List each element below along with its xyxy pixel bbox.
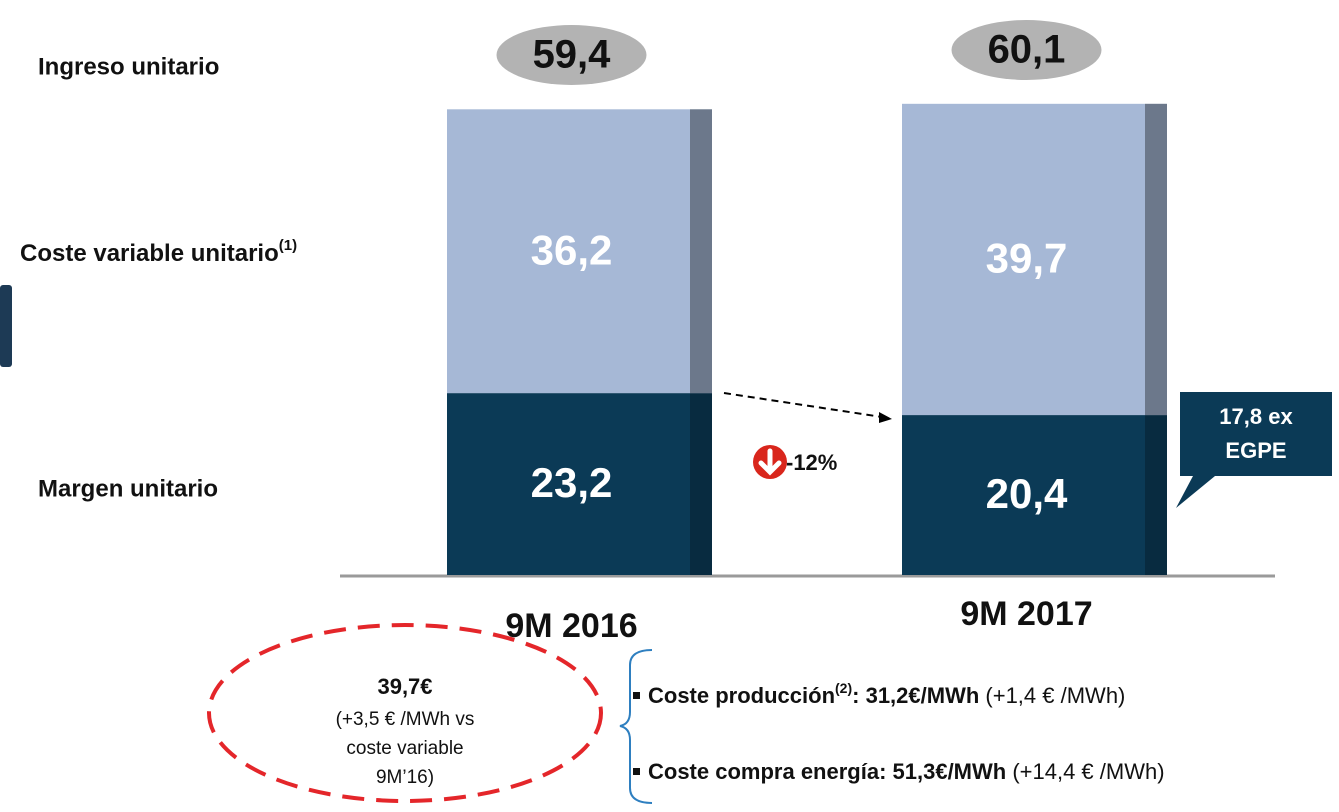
- bullet-label: Coste producción: [648, 683, 835, 708]
- arrow-head: [879, 412, 892, 423]
- bullet-text: Coste compra energía: 51,3€/MWh (+14,4 €…: [648, 759, 1165, 784]
- row-label: Ingreso unitario: [38, 53, 219, 80]
- bullet-text: Coste producción(2): 31,2€/MWh (+1,4 € /…: [648, 680, 1125, 708]
- change-label: -12%: [786, 450, 837, 475]
- bullet-value: : 31,2€/MWh: [852, 683, 979, 708]
- bullet-sup: (2): [835, 680, 852, 696]
- bar-edge: [690, 393, 712, 575]
- value-label: 39,7: [986, 235, 1068, 282]
- callout-text: EGPE: [1225, 438, 1286, 463]
- bar-segment: [447, 109, 712, 394]
- total-label: 60,1: [988, 28, 1066, 72]
- bullet: [633, 692, 640, 699]
- bar-edge: [1145, 103, 1167, 416]
- category-label: 9M 2016: [505, 607, 637, 645]
- bar-segment: [902, 103, 1167, 416]
- row-label-note: (1): [279, 237, 297, 254]
- bullet: [633, 768, 640, 775]
- total-oval: [951, 20, 1102, 80]
- note-line: coste variable: [346, 738, 463, 759]
- bar-segment: [902, 415, 1167, 575]
- value-label: 20,4: [986, 470, 1068, 517]
- arrow-line: [723, 392, 883, 418]
- total-oval: [496, 25, 647, 85]
- total-label: 59,4: [533, 33, 612, 77]
- value-label: 36,2: [531, 226, 613, 273]
- row-label-text: Coste variable unitario: [20, 240, 279, 267]
- note-ellipse: [207, 623, 603, 803]
- category-label: 9M 2017: [960, 595, 1092, 633]
- bar-edge: [690, 109, 712, 394]
- bullet-detail: (+14,4 € /MWh): [1006, 759, 1164, 784]
- note-value: 39,7€: [377, 674, 432, 699]
- down-icon: [753, 445, 787, 479]
- side-tab: [0, 285, 12, 367]
- note-line: 9M’16): [376, 767, 434, 788]
- note-line: (+3,5 € /MWh vs: [336, 709, 475, 730]
- row-label: Margen unitario: [38, 475, 218, 502]
- bullet-label: Coste compra energía: 51,3€/MWh: [648, 759, 1006, 784]
- callout: [1176, 392, 1332, 508]
- callout-text: 17,8 ex: [1219, 404, 1293, 429]
- bar-edge: [1145, 415, 1167, 575]
- brace: [619, 649, 653, 804]
- value-label: 23,2: [531, 459, 613, 506]
- bar-segment: [447, 393, 712, 575]
- row-label: Coste variable unitario(1): [20, 237, 297, 267]
- bullet-detail: (+1,4 € /MWh): [979, 683, 1125, 708]
